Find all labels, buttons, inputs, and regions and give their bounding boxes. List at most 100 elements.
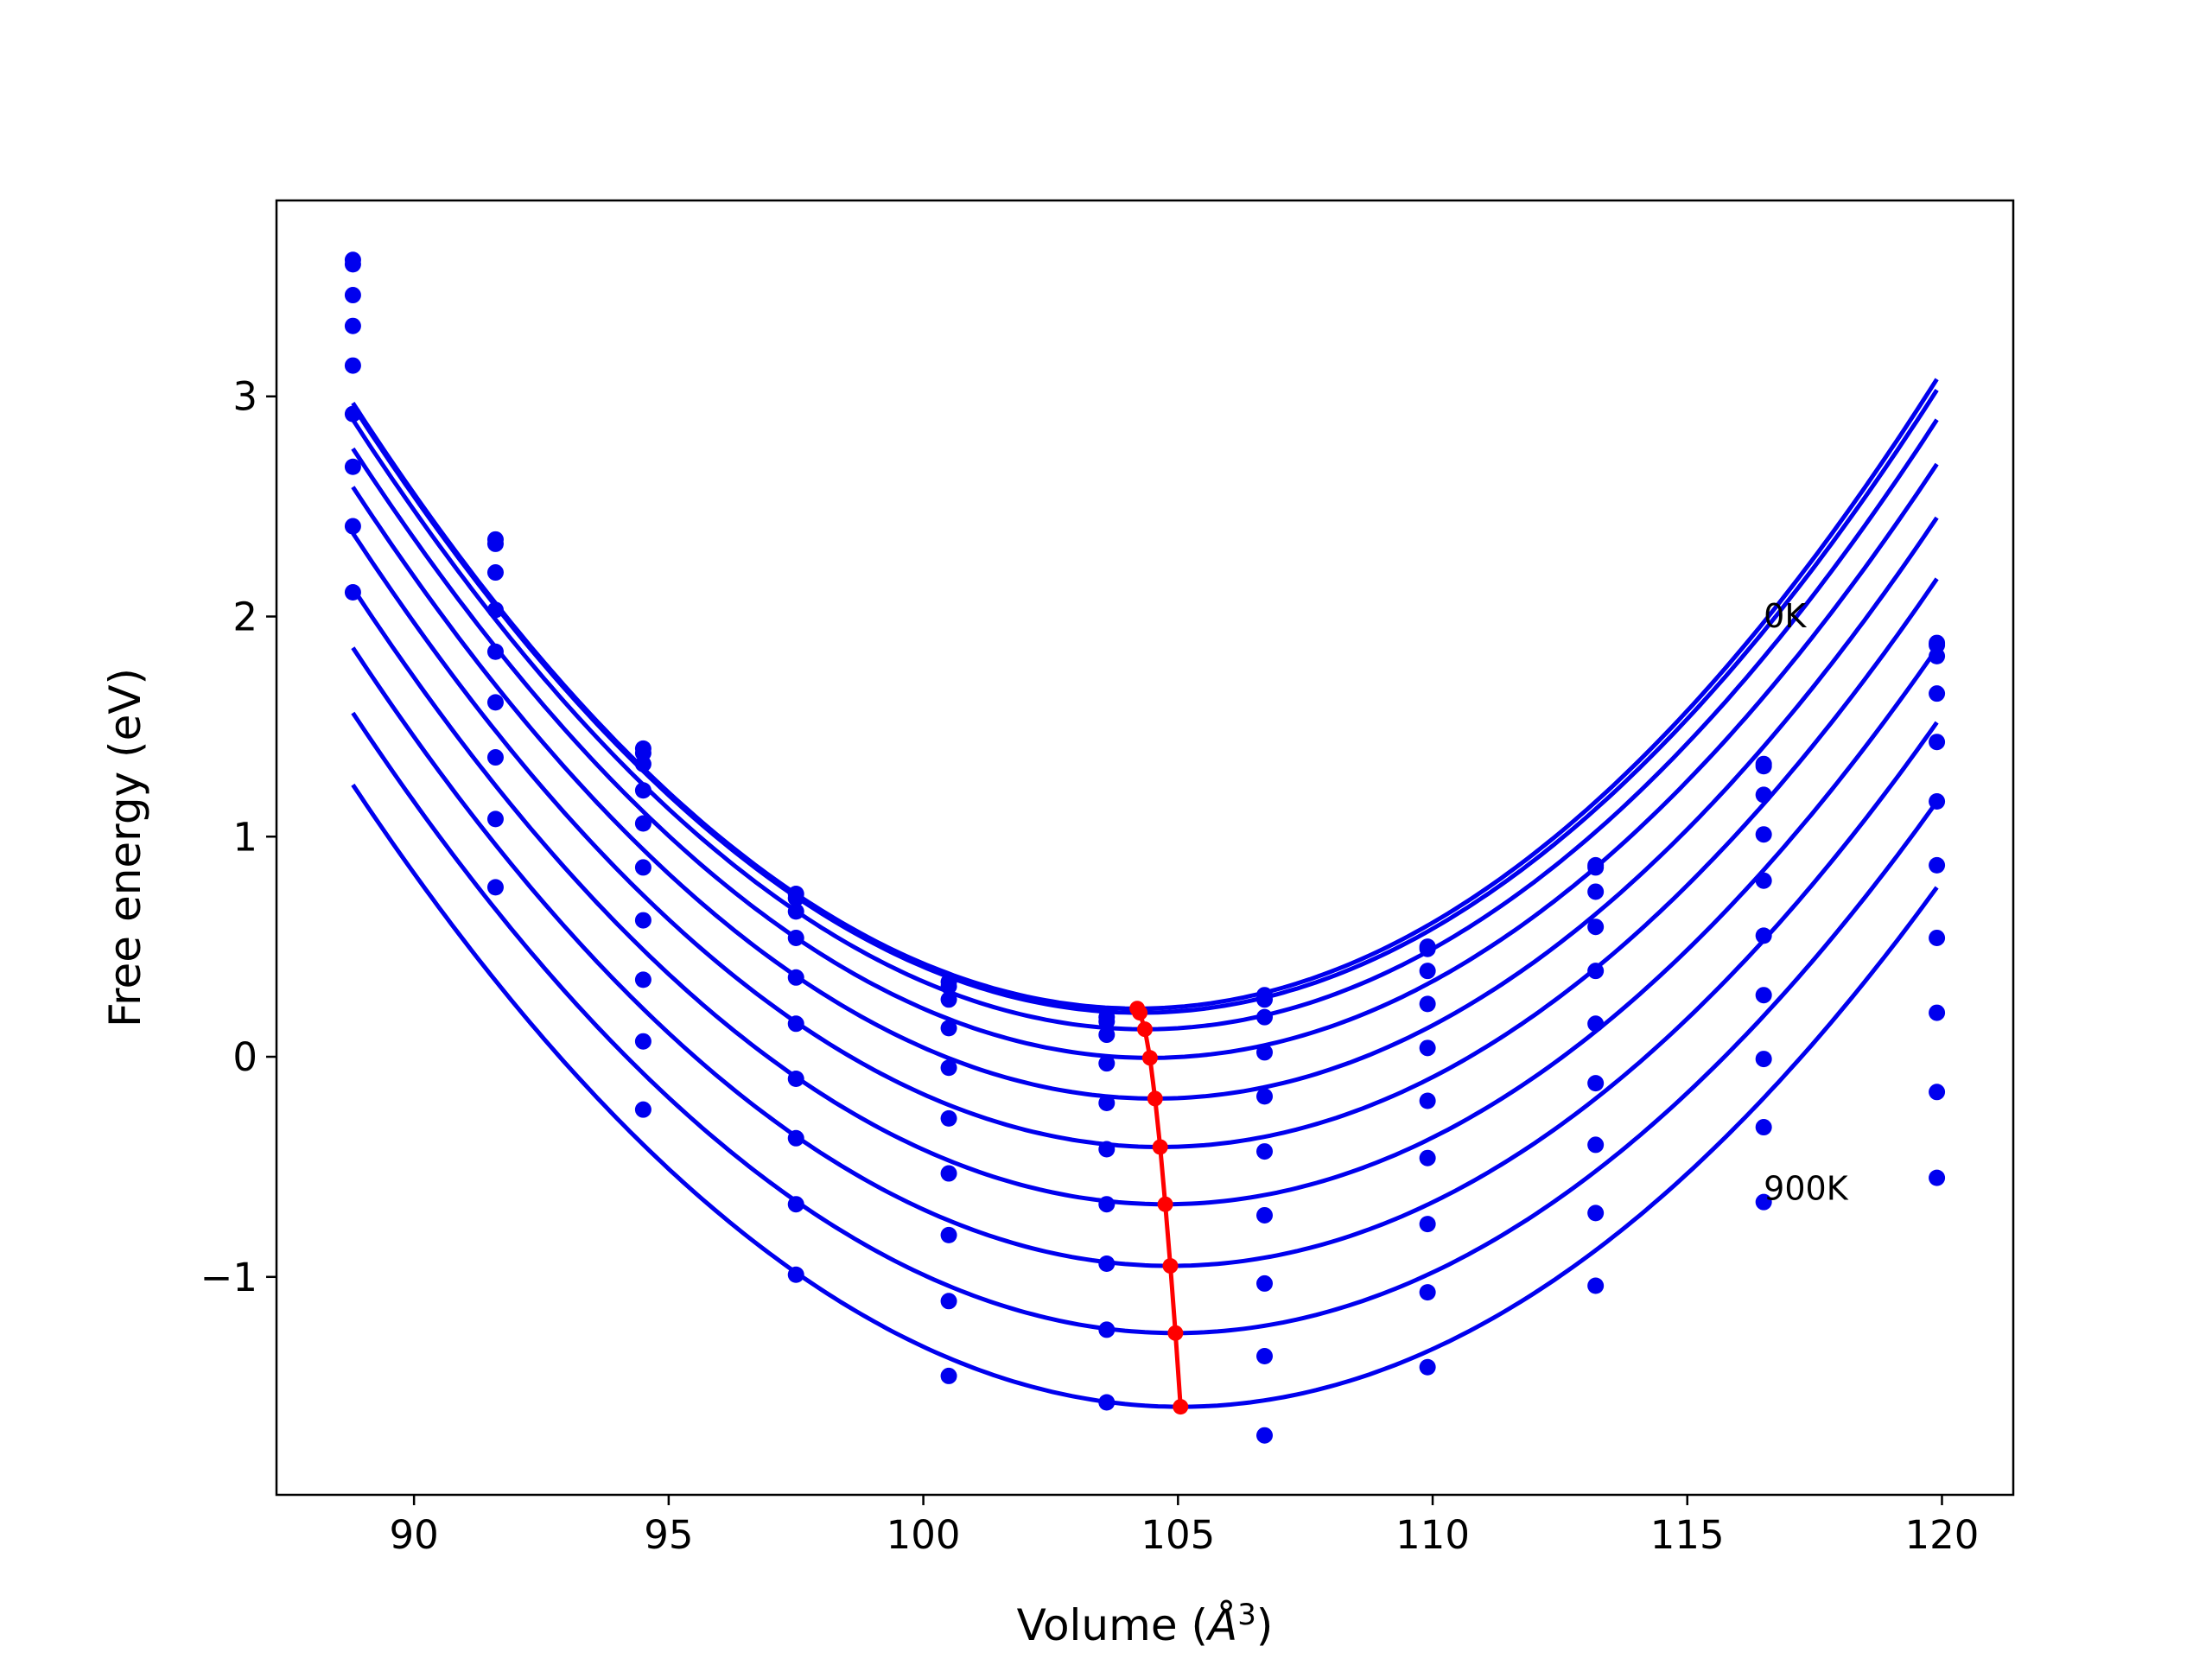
data-point-100k xyxy=(787,890,804,907)
x-tick-label: 100 xyxy=(887,1512,961,1558)
x-axis-label: Volume (Å3) xyxy=(1017,1598,1274,1650)
fit-curve-900k xyxy=(351,783,1939,1409)
data-point-900k xyxy=(634,1101,652,1118)
minimum-point xyxy=(1162,1258,1179,1274)
data-point-300k xyxy=(1929,685,1946,702)
y-axis-label: Free energy (eV) xyxy=(100,668,150,1027)
data-point-600k xyxy=(1587,1075,1605,1092)
plot-area xyxy=(344,251,1946,1444)
data-point-400k xyxy=(486,643,504,660)
data-point-300k xyxy=(344,317,361,334)
data-point-500k xyxy=(940,1109,957,1127)
minimum-point xyxy=(1152,1139,1168,1155)
x-tick-label: 110 xyxy=(1395,1512,1470,1558)
data-point-400k xyxy=(1587,963,1605,980)
data-point-400k xyxy=(1755,872,1772,889)
data-point-700k xyxy=(787,1129,804,1147)
data-point-900k xyxy=(940,1367,957,1384)
y-tick-label: 1 xyxy=(232,814,257,860)
data-point-900k xyxy=(1098,1394,1116,1411)
data-point-200k xyxy=(344,287,361,304)
data-point-700k xyxy=(1929,929,1946,946)
data-point-100k xyxy=(1098,1013,1116,1030)
data-point-900k xyxy=(1587,1277,1605,1294)
data-point-200k xyxy=(1256,1008,1274,1026)
data-point-500k xyxy=(634,859,652,876)
x-tick-label: 120 xyxy=(1905,1512,1980,1558)
data-point-200k xyxy=(787,903,804,920)
data-point-300k xyxy=(1755,826,1772,843)
data-point-600k xyxy=(634,912,652,929)
y-tick-label: 0 xyxy=(232,1034,257,1080)
data-point-100k xyxy=(1256,991,1274,1008)
data-point-900k xyxy=(1419,1358,1436,1376)
data-point-200k xyxy=(1929,647,1946,664)
data-point-400k xyxy=(940,1059,957,1077)
data-point-800k xyxy=(1098,1321,1116,1338)
data-point-500k xyxy=(1755,927,1772,944)
data-point-200k xyxy=(1755,786,1772,804)
data-point-800k xyxy=(634,1033,652,1050)
data-point-800k xyxy=(1755,1119,1772,1136)
data-point-500k xyxy=(1587,1015,1605,1033)
data-point-500k xyxy=(1929,793,1946,810)
data-point-600k xyxy=(1929,856,1946,874)
x-axis-label-exponent: 3 xyxy=(1237,1598,1256,1632)
data-point-300k xyxy=(787,929,804,946)
data-point-800k xyxy=(1929,1004,1946,1021)
x-axis-label-unit: Å xyxy=(1205,1600,1237,1650)
fit-curve-400k xyxy=(351,486,1939,1101)
data-point-100k xyxy=(1587,859,1605,876)
data-point-700k xyxy=(940,1226,957,1243)
data-point-500k xyxy=(787,1015,804,1033)
data-point-600k xyxy=(1755,987,1772,1004)
data-point-900k xyxy=(1929,1084,1946,1101)
minimum-point xyxy=(1157,1196,1173,1212)
y-tick-label: 3 xyxy=(232,374,257,420)
minimum-energy-line xyxy=(1135,1007,1183,1408)
data-point-400k xyxy=(344,357,361,374)
data-point-600k xyxy=(1419,1149,1436,1166)
data-point-300k xyxy=(1098,1055,1116,1072)
data-point-500k xyxy=(344,405,361,423)
data-point-700k xyxy=(1587,1136,1605,1154)
x-axis-label-suffix: ) xyxy=(1256,1600,1274,1650)
data-point-600k xyxy=(1098,1196,1116,1213)
data-point-500k xyxy=(1419,1092,1436,1109)
minimum-point xyxy=(1167,1325,1184,1341)
data-point-300k xyxy=(1419,995,1436,1013)
x-tick-label: 90 xyxy=(390,1512,439,1558)
y-tick-label: 2 xyxy=(232,594,257,640)
data-point-300k xyxy=(1256,1044,1274,1061)
fit-curve-800k xyxy=(351,711,1939,1336)
data-point-500k xyxy=(1098,1141,1116,1158)
x-axis-label-prefix: Volume ( xyxy=(1017,1600,1208,1650)
data-point-900k xyxy=(1755,1193,1772,1211)
data-point-200k xyxy=(1098,1027,1116,1044)
fit-curve-600k xyxy=(351,587,1939,1207)
annotation-900k: 900K xyxy=(1764,1170,1849,1208)
minimum-point xyxy=(1132,1005,1148,1021)
data-point-800k xyxy=(344,583,361,601)
data-point-400k xyxy=(787,969,804,986)
data-point-700k xyxy=(1755,1051,1772,1068)
data-point-600k xyxy=(344,458,361,475)
data-point-800k xyxy=(787,1196,804,1213)
y-tick-label: −1 xyxy=(200,1255,257,1300)
data-point-400k xyxy=(1098,1095,1116,1112)
data-point-700k xyxy=(1419,1216,1436,1233)
minimum-point xyxy=(1137,1021,1153,1038)
data-point-600k xyxy=(486,749,504,766)
data-point-100k xyxy=(940,978,957,995)
data-point-300k xyxy=(486,601,504,619)
fit-curve-700k xyxy=(351,646,1939,1268)
data-point-300k xyxy=(634,782,652,799)
data-point-200k xyxy=(1587,883,1605,900)
data-point-700k xyxy=(344,518,361,535)
x-tick-label: 115 xyxy=(1650,1512,1725,1558)
data-point-900k xyxy=(1929,1169,1946,1186)
data-point-800k xyxy=(1587,1205,1605,1222)
x-tick-label: 105 xyxy=(1141,1512,1215,1558)
